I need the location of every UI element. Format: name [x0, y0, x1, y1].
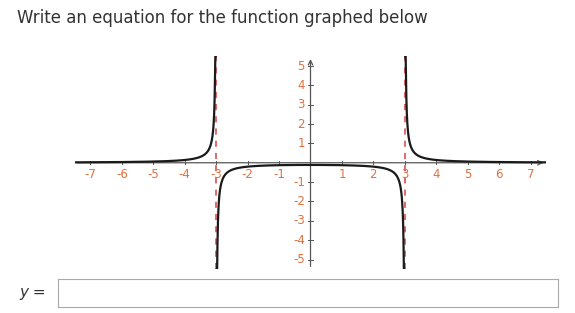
- Text: 7: 7: [527, 168, 534, 181]
- Text: 1: 1: [297, 137, 305, 150]
- Text: -5: -5: [293, 253, 305, 266]
- Text: 2: 2: [297, 118, 305, 131]
- Text: 5: 5: [297, 59, 305, 73]
- Text: -1: -1: [293, 176, 305, 189]
- Text: -7: -7: [85, 168, 97, 181]
- Text: y =: y =: [20, 285, 46, 300]
- Text: 1: 1: [338, 168, 346, 181]
- Text: -6: -6: [116, 168, 128, 181]
- Text: 5: 5: [464, 168, 472, 181]
- Text: -4: -4: [179, 168, 191, 181]
- Text: Write an equation for the function graphed below: Write an equation for the function graph…: [17, 9, 428, 28]
- Text: -3: -3: [210, 168, 222, 181]
- Text: -1: -1: [273, 168, 285, 181]
- Text: 4: 4: [297, 79, 305, 92]
- Text: -5: -5: [147, 168, 159, 181]
- Text: -3: -3: [293, 214, 305, 227]
- Text: -2: -2: [242, 168, 254, 181]
- Text: 3: 3: [297, 98, 305, 111]
- Text: -4: -4: [293, 234, 305, 247]
- Text: -2: -2: [293, 195, 305, 208]
- Text: 3: 3: [401, 168, 408, 181]
- Text: 4: 4: [432, 168, 440, 181]
- Text: 2: 2: [370, 168, 377, 181]
- Text: 6: 6: [495, 168, 503, 181]
